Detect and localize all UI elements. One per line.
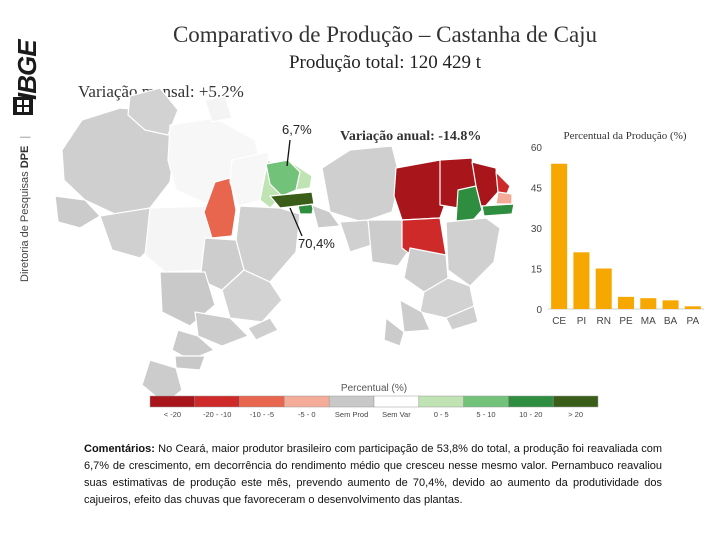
bar-pi	[573, 252, 590, 309]
comments-block: Comentários: No Ceará, maior produtor br…	[84, 441, 662, 509]
legend-label: > 20	[568, 410, 583, 419]
legend-label: -20 - -10	[203, 410, 231, 419]
legend-swatch	[508, 395, 554, 408]
annual-state-am	[321, 145, 401, 223]
map-state-pr	[171, 329, 215, 361]
annual-state-sp	[399, 299, 431, 333]
bar-ma	[640, 298, 657, 309]
callout-line-top	[286, 139, 291, 167]
legend-swatch	[463, 395, 509, 408]
x-tick-label: PE	[619, 316, 633, 327]
map-state-ac	[54, 195, 101, 229]
annual-state-ro	[339, 219, 373, 253]
annual-state-ac	[311, 204, 341, 229]
legend-label: Sem Var	[382, 410, 411, 419]
x-tick-label: MA	[641, 316, 656, 327]
page-title: Comparativo de Produção – Castanha de Ca…	[172, 22, 598, 47]
bar-ce	[551, 163, 568, 309]
map-state-am	[61, 107, 177, 215]
y-tick-label: 60	[531, 143, 543, 154]
x-tick-label: PA	[687, 316, 700, 327]
annual-state-ba	[445, 217, 501, 287]
legend-label: 0 - 5	[434, 410, 449, 419]
legend-label: -10 - -5	[250, 410, 274, 419]
x-tick-label: CE	[552, 316, 566, 327]
comments-text: No Ceará, maior produtor brasileiro com …	[84, 443, 662, 506]
comments-label: Comentários:	[84, 443, 155, 455]
x-tick-label: PI	[577, 316, 586, 327]
sidebar: IBGE Diretoria de Pesquisas DPE |	[0, 0, 50, 540]
y-tick-label: 15	[531, 265, 543, 276]
legend-label: -5 - 0	[298, 410, 316, 419]
annual-state-pb	[495, 191, 513, 205]
legend-label: 10 - 20	[519, 410, 542, 419]
annual-variation-label: Variação anual: -14.8%	[340, 129, 482, 144]
annual-map	[311, 145, 515, 347]
legend-swatch	[373, 395, 420, 408]
legend-label: Sem Prod	[335, 410, 368, 419]
legend-label: < -20	[164, 410, 181, 419]
x-tick-label: BA	[664, 316, 678, 327]
legend-swatch	[552, 395, 599, 408]
bar-pe	[617, 296, 635, 309]
legend-swatch	[418, 395, 464, 408]
map-state-rn	[287, 159, 313, 191]
x-tick-label: RN	[596, 316, 610, 327]
bar-rn	[595, 268, 612, 309]
map-state-sc	[174, 355, 206, 371]
monthly-map	[54, 87, 315, 405]
y-tick-label: 0	[536, 305, 542, 316]
legend: Percentual (%) < -20 -20 - -10 -10 - -5 -5 -…	[149, 383, 599, 419]
legend-swatch	[239, 395, 285, 408]
callout-label-bottom: 70,4%	[298, 236, 335, 251]
callout-label-top: 6,7%	[282, 122, 312, 137]
map-state-rj	[247, 317, 279, 341]
annual-state-rj	[445, 305, 479, 331]
annual-state-mt	[367, 219, 413, 267]
map-state-ap	[204, 95, 233, 123]
annual-state-pe	[481, 203, 515, 217]
legend-label: 5 - 10	[476, 410, 495, 419]
legend-title: Percentual (%)	[341, 383, 407, 394]
legend-swatch	[194, 395, 240, 408]
ibge-logo-mark-icon	[13, 97, 33, 115]
annual-state-ce	[471, 161, 499, 211]
map-state-rr	[127, 87, 179, 136]
annual-state-pr	[383, 317, 405, 347]
bar-ba	[662, 300, 679, 309]
page-subtitle: Produção total: 120 429 t	[288, 52, 482, 73]
y-tick-label: 30	[531, 224, 543, 235]
map-state-al	[297, 203, 315, 215]
chart-title: Percentual da Produção (%)	[563, 130, 686, 142]
map-state-sp	[194, 311, 249, 347]
callout-line-bottom	[289, 207, 303, 237]
production-bar-chart: Percentual da Produção (%) 0 15 30 45 60 CE PI R…	[531, 130, 704, 327]
legend-swatch	[149, 395, 196, 408]
bar-pa	[684, 306, 701, 309]
y-tick-label: 45	[531, 184, 543, 195]
legend-swatch	[328, 395, 375, 408]
legend-swatch	[284, 395, 330, 408]
